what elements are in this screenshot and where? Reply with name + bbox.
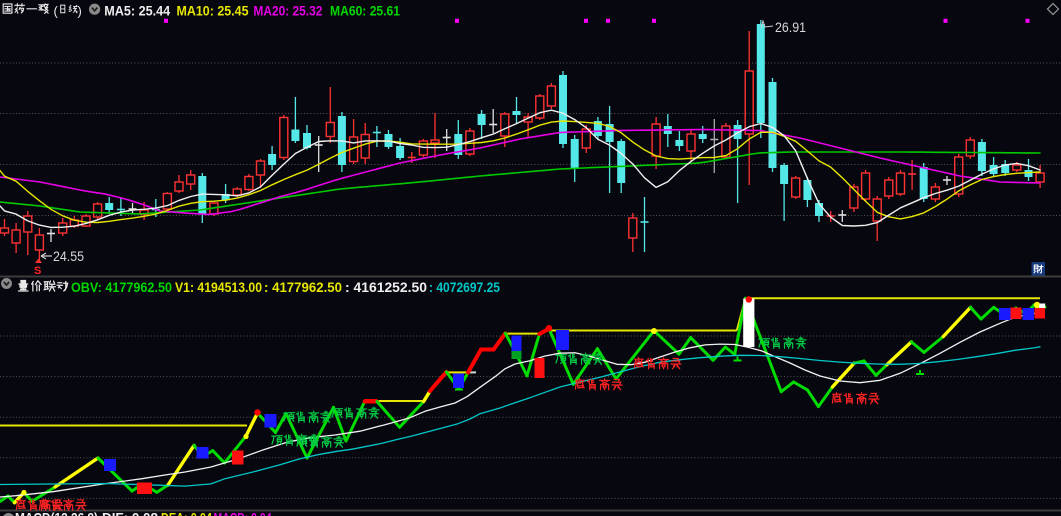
svg-text:MA20: 25.32: MA20: 25.32 <box>253 4 322 19</box>
svg-text:MACD: 0.04: MACD: 0.04 <box>214 511 272 516</box>
svg-text:S: S <box>34 265 41 277</box>
svg-text:24.55: 24.55 <box>53 249 84 264</box>
svg-text:: 4161252.50: : 4161252.50 <box>345 280 427 295</box>
svg-text:26.91: 26.91 <box>775 20 806 35</box>
svg-text:MA10: 25.45: MA10: 25.45 <box>177 4 249 19</box>
svg-text:(: ( <box>54 4 59 19</box>
svg-text:OBV: 4177962.50: OBV: 4177962.50 <box>71 280 172 295</box>
svg-text:MA60: 25.61: MA60: 25.61 <box>330 4 400 19</box>
svg-text:DIF: 0.08: DIF: 0.08 <box>102 511 158 516</box>
svg-text:DEA: 0.04: DEA: 0.04 <box>161 511 212 516</box>
svg-text:: 4177962.50: : 4177962.50 <box>264 280 342 295</box>
svg-text:: 4072697.25: : 4072697.25 <box>429 280 500 295</box>
svg-text:): ) <box>78 4 82 19</box>
svg-text:MACD(12,26,9): MACD(12,26,9) <box>15 511 98 516</box>
svg-text:V1: 4194513.00: V1: 4194513.00 <box>175 280 262 295</box>
svg-text:MA5: 25.44: MA5: 25.44 <box>104 4 170 19</box>
